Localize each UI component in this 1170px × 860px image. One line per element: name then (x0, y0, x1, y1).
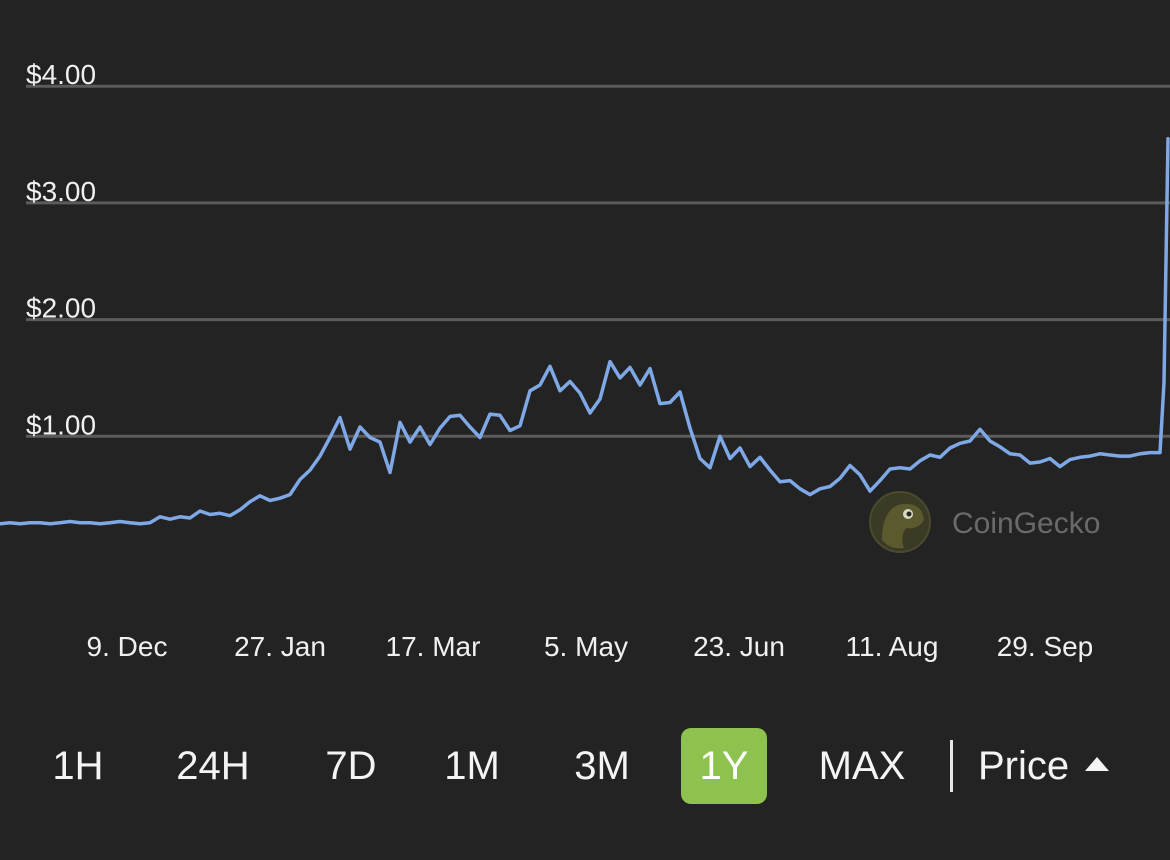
watermark-text: CoinGecko (952, 507, 1100, 540)
y-tick-label: $4.00 (26, 59, 96, 90)
price-toggle-label: Price (978, 744, 1070, 788)
range-button-24h[interactable]: 24H (176, 744, 250, 788)
grid-lines (26, 84, 1170, 438)
x-tick-label: 5. May (544, 631, 628, 662)
gecko-head-icon (882, 503, 924, 549)
chart-controls: 1H 24H 7D 1M 3M 1Y MAX Price (0, 728, 1170, 806)
range-button-7d[interactable]: 7D (325, 744, 377, 788)
x-tick-label: 29. Sep (997, 631, 1094, 662)
price-line-series (0, 136, 1170, 526)
y-tick-label: $3.00 (26, 176, 96, 207)
range-button-1h[interactable]: 1H (52, 744, 104, 788)
caret-up-icon (1085, 757, 1110, 772)
price-mode-toggle[interactable]: Price (978, 728, 1110, 804)
x-axis-labels: 9. Dec 27. Jan 17. Mar 5. May 23. Jun 11. Aug… (87, 631, 1094, 662)
range-button-max[interactable]: MAX (818, 744, 906, 788)
range-button-1y[interactable]: 1Y (681, 728, 767, 804)
x-tick-label: 17. Mar (386, 631, 481, 662)
controls-divider (950, 740, 953, 792)
x-tick-label: 9. Dec (87, 631, 168, 662)
y-tick-label: $2.00 (26, 293, 96, 324)
x-tick-label: 11. Aug (846, 631, 939, 662)
gecko-pupil-icon (906, 511, 912, 517)
y-tick-label: $1.00 (26, 409, 96, 440)
price-chart: $1.00 $2.00 $3.00 $4.00 CoinGecko 9. Dec 27.… (0, 59, 1170, 662)
y-axis-labels: $1.00 $2.00 $3.00 $4.00 (26, 59, 96, 440)
x-tick-label: 23. Jun (693, 631, 785, 662)
coingecko-watermark: CoinGecko (869, 491, 1100, 553)
range-button-3m[interactable]: 3M (574, 744, 630, 788)
x-tick-label: 27. Jan (234, 631, 326, 662)
range-button-1m[interactable]: 1M (444, 744, 500, 788)
